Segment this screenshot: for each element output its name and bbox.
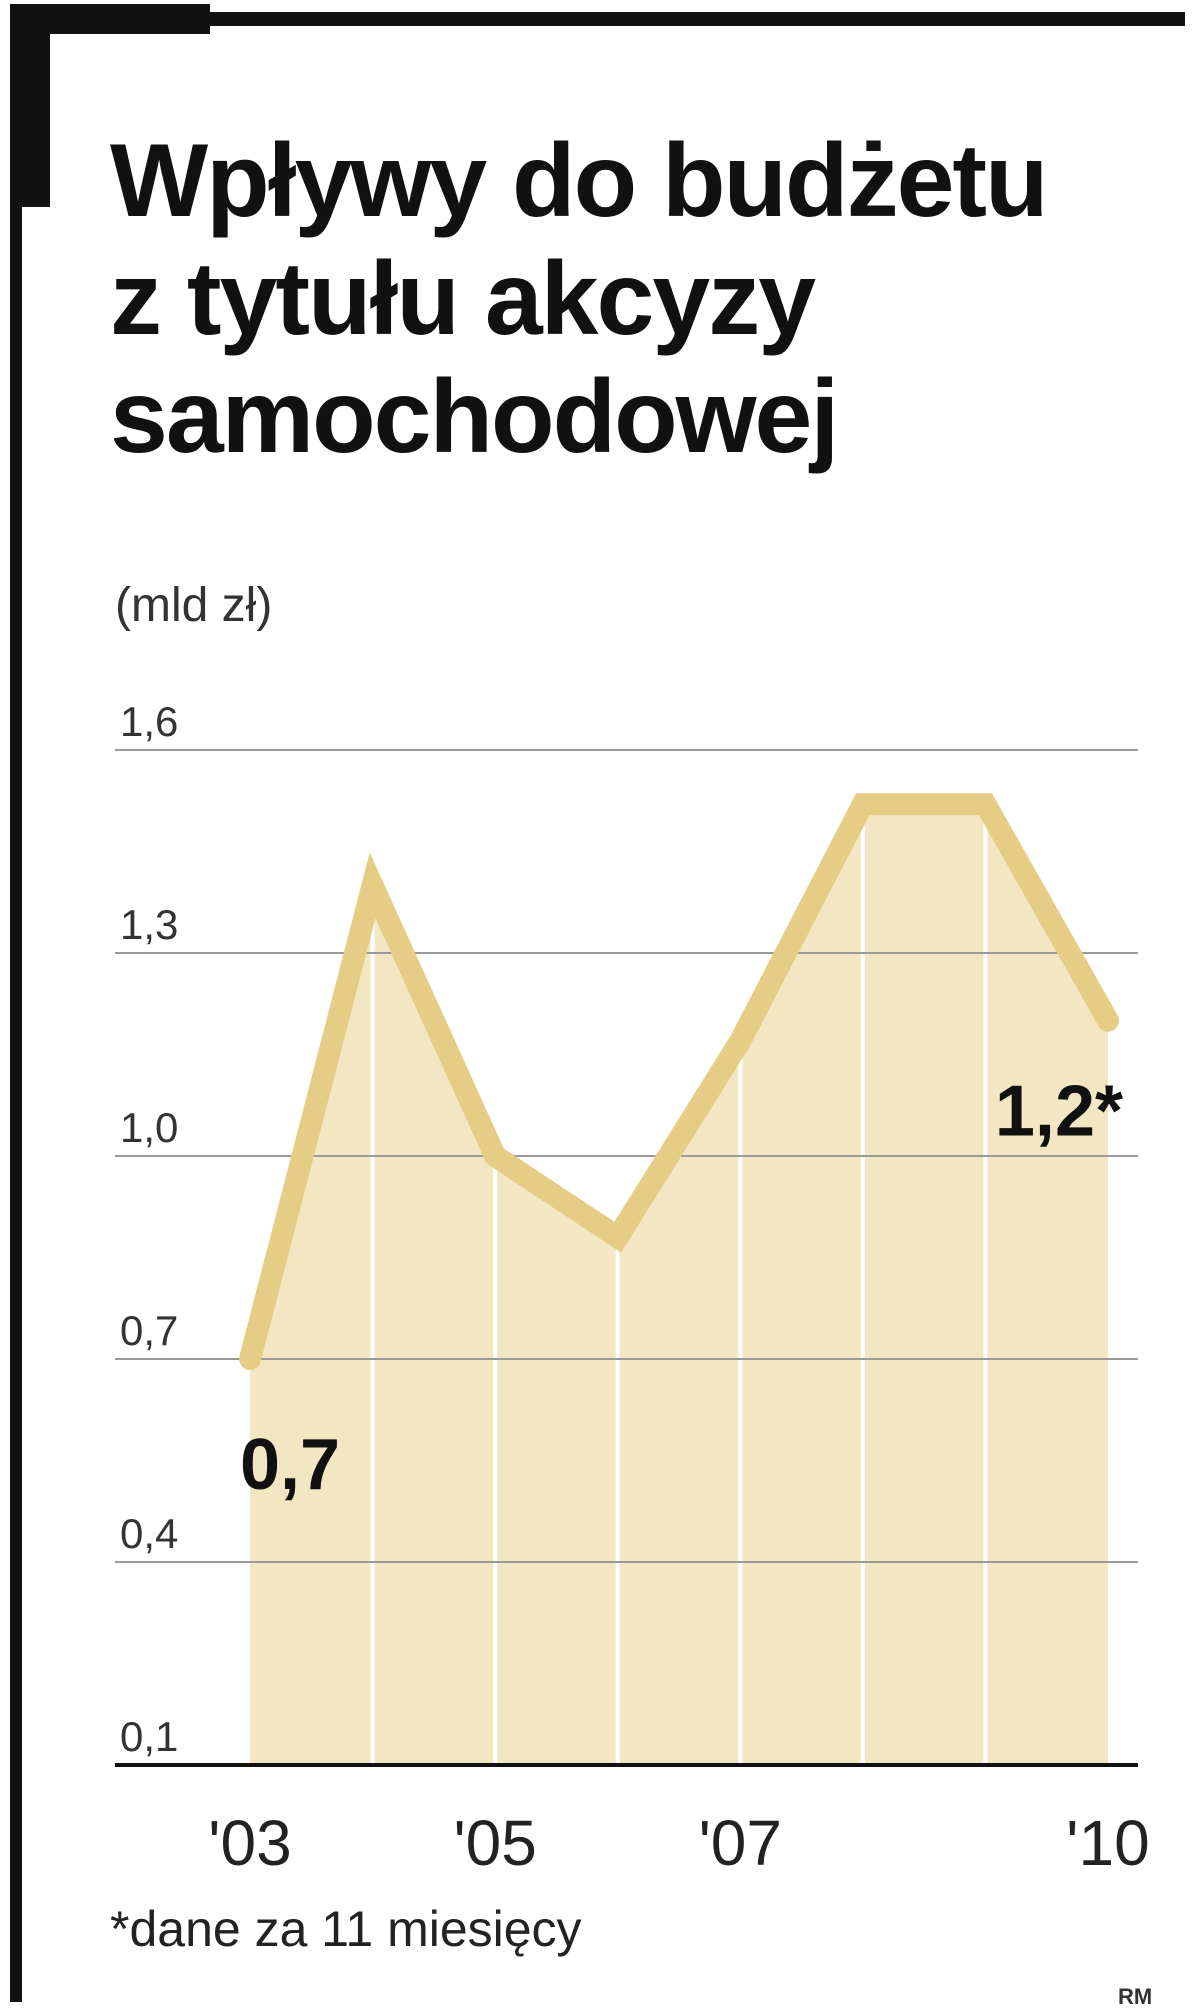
- y-tick-label: 1,0: [120, 1104, 178, 1151]
- frame-top-bar: [10, 12, 1185, 26]
- y-tick-label: 1,3: [120, 901, 178, 948]
- footnote: *dane za 11 miesięcy: [110, 1901, 582, 1957]
- value-annotation: 1,2*: [995, 1072, 1123, 1152]
- annotations: 0,7 1,2*: [240, 1072, 1123, 1505]
- y-tick-label: 1,6: [120, 698, 178, 745]
- title-line-1: Wpływy do budżetu: [110, 123, 1049, 239]
- area-fill-layer: [250, 804, 1108, 1765]
- author-credit: RM: [1118, 1984, 1153, 2009]
- x-tick-label: '07: [699, 1807, 782, 1879]
- title-line-3: samochodowej: [110, 359, 839, 475]
- tick-labels: 1,6 1,3 1,0 0,7 0,4 0,1 '03 '05 '07 '10: [120, 698, 1150, 1879]
- horizontal-gridlines: [115, 749, 1138, 1767]
- title-line-2: z tytułu akcyzy: [110, 241, 816, 357]
- y-tick-label: 0,4: [120, 1510, 178, 1557]
- x-tick-label: '03: [208, 1807, 291, 1879]
- vertical-gridlines: [370, 804, 988, 1765]
- area-fill: [250, 804, 1108, 1765]
- x-tick-label: '10: [1066, 1807, 1149, 1879]
- frame-left-tab: [10, 12, 50, 207]
- x-tick-label: '05: [453, 1807, 536, 1879]
- frame-left-bar: [10, 12, 22, 2002]
- series-line: [239, 793, 1119, 1370]
- y-tick-label: 0,1: [120, 1713, 178, 1760]
- series-line-layer: [239, 793, 1119, 1370]
- value-annotation: 0,7: [240, 1425, 340, 1505]
- y-tick-label: 0,7: [120, 1307, 178, 1354]
- chart-title: Wpływy do budżetu z tytułu akcyzy samoch…: [110, 122, 1170, 476]
- y-axis-unit-label: (mld zł): [115, 579, 273, 632]
